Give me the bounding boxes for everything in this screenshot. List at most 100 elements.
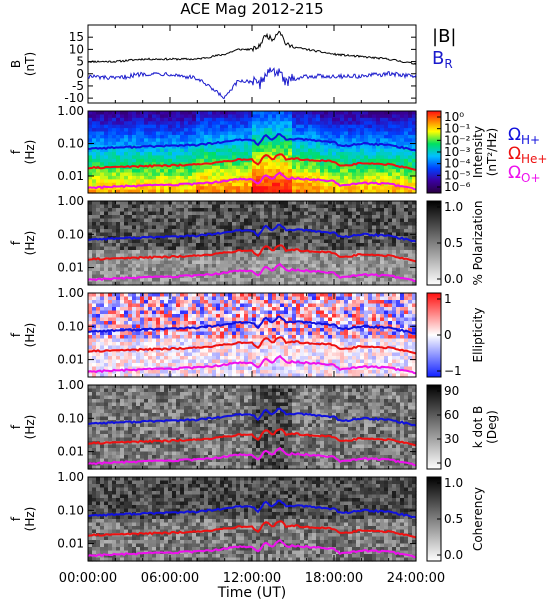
- spectrogram-cell: [384, 152, 389, 157]
- spectrogram-cell: [364, 131, 369, 136]
- spectrogram-cell: [412, 208, 417, 213]
- spectrogram-cell: [172, 218, 177, 223]
- polarization-panel: 1.000.100.01f (Hz)1.00.50.0% Polarization: [9, 194, 485, 286]
- spectrogram-cell: [172, 138, 177, 143]
- spectrogram-cell: [332, 229, 337, 234]
- spectrogram-cell: [216, 274, 221, 279]
- spectrogram-cell: [240, 141, 245, 146]
- spectrogram-cell: [412, 250, 417, 255]
- spectrogram-cell: [104, 131, 109, 136]
- spectrogram-cell: [308, 218, 313, 223]
- spectrogram-cell: [224, 274, 229, 279]
- spectrogram-cell: [124, 141, 129, 146]
- spectrogram-cell: [212, 145, 217, 150]
- spectrogram-cell: [260, 169, 265, 174]
- spectrogram-cell: [412, 131, 417, 136]
- spectrogram-cell: [92, 236, 97, 241]
- spectrogram-cell: [168, 222, 173, 227]
- spectrogram-cell: [148, 253, 153, 258]
- series-line-b-r: [87, 67, 417, 100]
- spectrogram-cell: [220, 310, 225, 315]
- spectrogram-cell: [280, 260, 285, 265]
- spectrogram-cell: [188, 264, 193, 269]
- spectrogram-cell: [412, 124, 417, 129]
- spectrogram-cell: [296, 124, 301, 129]
- spectrogram-cell: [248, 172, 253, 177]
- spectrogram-cell: [100, 271, 105, 276]
- spectrogram-cell: [220, 307, 225, 312]
- spectrogram-cell: [212, 218, 217, 223]
- spectrogram-cell: [320, 182, 325, 187]
- spectrogram-cell: [384, 134, 389, 139]
- spectrogram-cell: [184, 124, 189, 129]
- spectrogram-cell: [224, 300, 229, 305]
- spectrogram-cell: [204, 293, 209, 298]
- spectrogram-cell: [192, 243, 197, 248]
- spectrogram-cell: [184, 179, 189, 184]
- spectrogram-cell: [344, 155, 349, 160]
- spectrogram-cell: [180, 246, 185, 251]
- spectrogram-cell: [128, 281, 133, 286]
- spectrogram-cell: [232, 124, 237, 129]
- spectrogram-cell: [396, 138, 401, 143]
- spectrogram-cell: [160, 111, 165, 116]
- spectrogram-cell: [200, 342, 205, 347]
- spectrogram-cell: [212, 155, 217, 160]
- spectrogram-cell: [104, 175, 109, 180]
- spectrogram-cell: [316, 204, 321, 209]
- spectrogram-cell: [232, 215, 237, 220]
- spectrogram-cell: [184, 158, 189, 163]
- spectrogram-cell: [116, 124, 121, 129]
- spectrogram-cell: [356, 121, 361, 126]
- spectrogram-cell: [312, 201, 317, 206]
- spectrogram-cell: [184, 138, 189, 143]
- spectrogram-cell: [316, 260, 321, 265]
- spectrogram-cell: [348, 232, 353, 237]
- spectrogram-cell: [296, 182, 301, 187]
- spectrogram-cell: [296, 281, 301, 286]
- spectrogram-cell: [196, 356, 201, 361]
- spectrogram-cell: [140, 155, 145, 160]
- spectrogram-cell: [372, 218, 377, 223]
- spectrogram-cell: [96, 356, 101, 361]
- spectrogram-cell: [92, 366, 97, 371]
- spectrogram-cell: [384, 169, 389, 174]
- spectrogram-cell: [164, 148, 169, 153]
- spectrogram-cell: [208, 264, 213, 269]
- spectrogram-cell: [240, 222, 245, 227]
- spectrogram-cell: [228, 131, 233, 136]
- spectrogram-cell: [160, 331, 165, 336]
- spectrogram-cell: [140, 121, 145, 126]
- spectrogram-cell: [172, 229, 177, 234]
- spectrogram-cell: [388, 222, 393, 227]
- spectrogram-cell: [276, 218, 281, 223]
- spectrogram-cell: [148, 155, 153, 160]
- spectrogram-cell: [276, 141, 281, 146]
- spectrogram-cell: [208, 229, 213, 234]
- spectrogram-cell: [288, 155, 293, 160]
- spectrogram-cell: [152, 204, 157, 209]
- spectrogram-cell: [276, 250, 281, 255]
- spectrogram-cell: [100, 182, 105, 187]
- spectrogram-cell: [152, 232, 157, 237]
- spectrogram-cell: [384, 225, 389, 230]
- spectrogram-cell: [292, 222, 297, 227]
- spectrogram-cell: [276, 182, 281, 187]
- spectrogram-cell: [92, 189, 97, 194]
- spectrogram-cell: [412, 243, 417, 248]
- spectrogram-cell: [96, 117, 101, 122]
- spectrogram-cell: [312, 182, 317, 187]
- spectrogram-cell: [216, 314, 221, 319]
- spectrogram-cell: [384, 267, 389, 272]
- spectrogram-cell: [156, 260, 161, 265]
- spectrogram-cell: [216, 300, 221, 305]
- spectrogram-cells: [88, 201, 417, 286]
- spectrogram-cell: [120, 179, 125, 184]
- spectrogram-cell: [220, 175, 225, 180]
- spectrogram-cell: [248, 148, 253, 153]
- spectrogram-cell: [136, 141, 141, 146]
- spectrogram-cell: [276, 215, 281, 220]
- spectrogram-cell: [388, 271, 393, 276]
- spectrogram-cell: [128, 179, 133, 184]
- spectrogram-cell: [368, 201, 373, 206]
